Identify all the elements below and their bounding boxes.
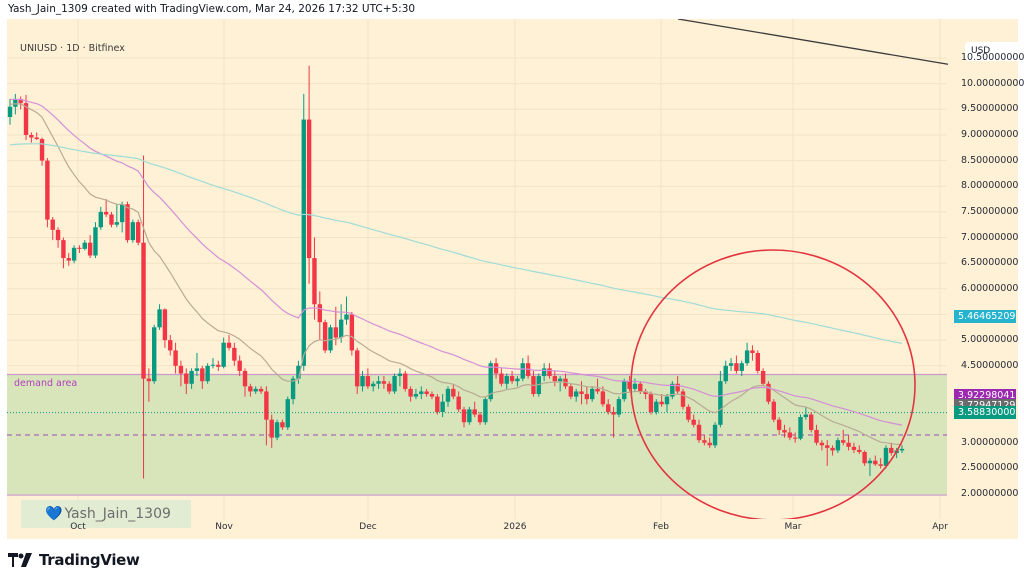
price-tick-label: 6.50000000 (961, 257, 1019, 269)
price-tick-label: 8.50000000 (961, 154, 1019, 166)
chart-pane[interactable]: UNIUSD · 1D · Bitfinex demand area 💙 Yash… (7, 19, 1024, 539)
price-tick-label: 10.00000000 (961, 77, 1024, 89)
price-tag-label: 3.58830000 (954, 406, 1016, 420)
symbol-label: UNIUSD · 1D · Bitfinex (20, 43, 125, 54)
time-tick-label: Oct (70, 522, 86, 532)
tradingview-logo-icon (8, 553, 32, 567)
price-tick-label: 3.00000000 (961, 436, 1019, 448)
price-tag-label: 5.46465209 (954, 309, 1016, 323)
tradingview-footer[interactable]: TradingView (8, 549, 140, 571)
price-tick-label: 2.50000000 (961, 462, 1019, 474)
heart-icon: 💙 (45, 506, 63, 522)
time-tick-label: Mar (784, 522, 802, 532)
chart-credit-text: Yash_Jain_1309 created with TradingView.… (8, 3, 416, 15)
price-tick-label: 7.00000000 (961, 231, 1019, 243)
time-tick-label: Apr (932, 522, 948, 532)
tradingview-brand-text: TradingView (39, 551, 140, 569)
price-tick-label: 10.50000000 (961, 52, 1024, 63)
author-watermark: 💙 Yash_Jain_1309 (21, 500, 191, 528)
demand-area-label: demand area (14, 378, 78, 389)
candlestick-chart[interactable] (7, 19, 1018, 539)
price-tick-label: 8.00000000 (961, 180, 1019, 192)
price-tick-label: 9.50000000 (961, 103, 1019, 115)
time-tick-label: Feb (653, 522, 669, 532)
price-tag-label: 3.92298041 (954, 388, 1016, 402)
time-tick-label: 2026 (503, 522, 527, 532)
currency-selector[interactable]: USD (965, 42, 1021, 61)
price-tick-label: 7.50000000 (961, 205, 1019, 217)
price-tick-label: 9.00000000 (961, 128, 1019, 140)
price-tick-label: 4.50000000 (961, 359, 1019, 371)
price-tick-label: 6.00000000 (961, 282, 1019, 294)
price-tick-label: 5.00000000 (961, 334, 1019, 346)
time-tick-label: Dec (359, 522, 377, 532)
watermark-text: Yash_Jain_1309 (64, 506, 171, 522)
time-tick-label: Nov (215, 522, 233, 532)
price-tick-label: 2.00000000 (961, 488, 1019, 500)
